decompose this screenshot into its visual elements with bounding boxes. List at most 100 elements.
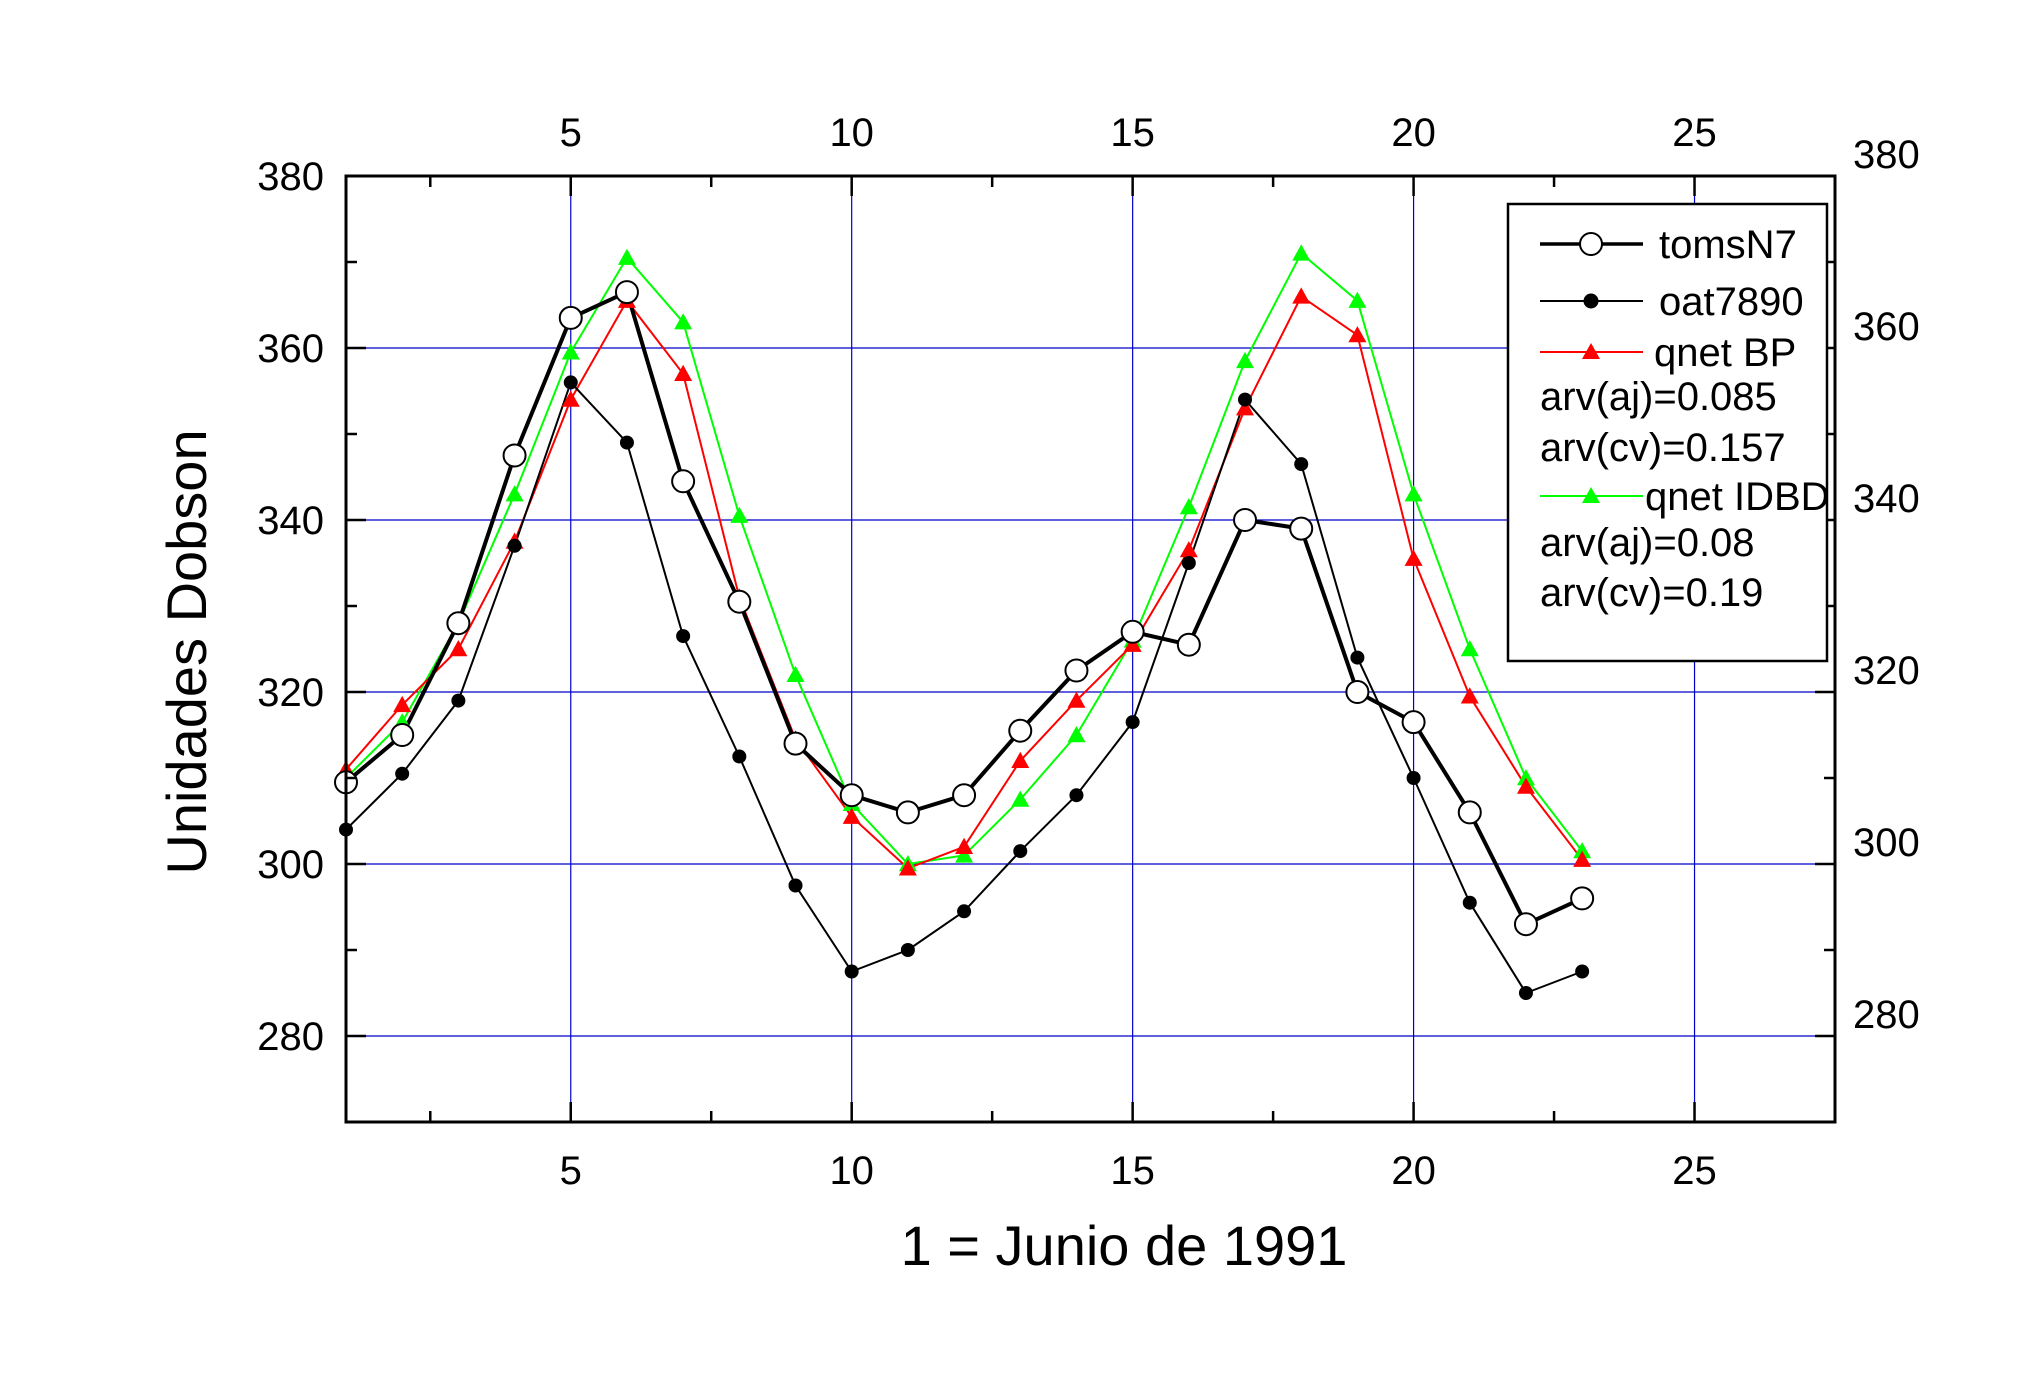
- y-tick-label-right-280: 280: [1853, 993, 1920, 1037]
- x-tick-label-bottom-20: 20: [1391, 1149, 1436, 1193]
- legend-marker-qnet-bp: [1582, 343, 1600, 359]
- point-qnet-idbd-16: [1179, 498, 1198, 515]
- y-tick-label-right-300: 300: [1853, 821, 1920, 865]
- legend-marker-oat7890: [1583, 293, 1599, 309]
- point-qnet-bp-23: [1573, 850, 1592, 867]
- point-qnet-idbd-4: [505, 485, 524, 502]
- y-tick-label-right-380: 380: [1853, 133, 1920, 177]
- x-tick-label-top-15: 15: [1110, 111, 1155, 155]
- point-qnet-idbd-7: [674, 313, 693, 330]
- x-tick-label-bottom-10: 10: [829, 1149, 874, 1193]
- plot-frame: [344, 174, 1837, 1124]
- point-qnet-idbd-13: [1011, 790, 1030, 807]
- point-qnet-bp-13: [1011, 751, 1030, 768]
- point-oat7890-13: [1013, 844, 1028, 859]
- y-tick-label-left-280: 280: [257, 1015, 324, 1059]
- point-oat7890-14: [1069, 788, 1084, 803]
- point-qnet-idbd-23: [1573, 842, 1592, 859]
- x-tick-label-bottom-5: 5: [560, 1149, 582, 1193]
- point-tomsn7-12: [952, 783, 977, 808]
- point-tomsn7-7: [671, 469, 696, 494]
- point-tomsn7-11: [895, 800, 920, 825]
- legend-label-oat7890: oat7890: [1659, 280, 1804, 324]
- legend-stat-bp-aj: arv(aj)=0.085: [1540, 375, 1777, 419]
- point-tomsn7-5: [558, 305, 583, 330]
- point-oat7890-9: [788, 878, 803, 893]
- point-oat7890-7: [676, 629, 691, 644]
- y-tick-label-left-340: 340: [257, 499, 324, 543]
- y-tick-label-left-380: 380: [257, 155, 324, 199]
- point-tomsn7-14: [1064, 658, 1089, 683]
- point-tomsn7-17: [1233, 508, 1258, 532]
- legend-marker-qnet-idbd: [1582, 487, 1600, 503]
- legend-marker-tomsN7: [1579, 232, 1603, 256]
- point-tomsn7-19: [1345, 680, 1370, 704]
- y-tick-label-right-360: 360: [1853, 305, 1920, 349]
- point-tomsn7-23: [1570, 886, 1595, 911]
- point-qnet-bp-5: [561, 390, 580, 407]
- point-oat7890-6: [619, 435, 634, 450]
- point-tomsn7-22: [1513, 912, 1538, 937]
- point-oat7890-5: [563, 375, 578, 390]
- legend: tomsN7 oat7890 qnet BP arv(aj)=0.085 arv…: [1506, 202, 1830, 663]
- point-qnet-idbd-22: [1516, 769, 1535, 786]
- point-tomsn7-3: [446, 611, 471, 636]
- point-oat7890-12: [957, 904, 972, 919]
- legend-stat-idbd-cv: arv(cv)=0.19: [1540, 571, 1763, 615]
- point-qnet-bp-2: [393, 695, 412, 713]
- point-qnet-bp-7: [674, 364, 693, 381]
- point-qnet-bp-11: [898, 859, 917, 876]
- legend-stat-bp-cv: arv(cv)=0.157: [1540, 426, 1786, 470]
- point-qnet-idbd-14: [1067, 726, 1086, 743]
- point-tomsn7-6: [614, 280, 639, 305]
- point-oat7890-3: [451, 693, 466, 708]
- point-oat7890-10: [844, 964, 859, 979]
- point-qnet-idbd-9: [786, 665, 805, 682]
- x-tick-label-top-10: 10: [829, 111, 874, 155]
- point-tomsn7-21: [1457, 800, 1482, 825]
- legend-label-qnet-idbd: qnet IDBD: [1645, 475, 1830, 519]
- legend-stat-idbd-aj: arv(aj)=0.08: [1540, 521, 1755, 565]
- point-qnet-idbd-12: [955, 846, 974, 863]
- point-qnet-bp-19: [1348, 326, 1367, 343]
- point-tomsn7-20: [1401, 710, 1426, 735]
- point-qnet-idbd-20: [1404, 485, 1423, 502]
- point-qnet-bp-12: [955, 837, 974, 854]
- point-qnet-bp-20: [1404, 549, 1423, 566]
- point-oat7890-23: [1575, 964, 1590, 979]
- y-tick-label-right-340: 340: [1853, 477, 1920, 521]
- point-tomsn7-15: [1120, 619, 1145, 644]
- point-oat7890-22: [1518, 986, 1533, 1000]
- point-oat7890-15: [1125, 715, 1140, 730]
- point-oat7890-19: [1350, 650, 1365, 665]
- point-qnet-bp-18: [1292, 287, 1311, 304]
- x-axis-title: 1 = Junio de 1991: [901, 1214, 1348, 1277]
- point-qnet-idbd-5: [561, 343, 580, 360]
- point-oat7890-4: [507, 538, 522, 553]
- x-tick-label-top-25: 25: [1672, 111, 1717, 155]
- point-qnet-bp-21: [1460, 687, 1479, 704]
- ticks: 5 5 10 10 15 15 20 20 25 25 280 280 300 300 320 320 340 3…: [257, 111, 1920, 1193]
- point-tomsn7-9: [783, 731, 808, 756]
- point-qnet-idbd-8: [730, 506, 749, 523]
- point-tomsn7-18: [1289, 516, 1314, 541]
- legend-box: [1506, 202, 1829, 663]
- axes: [344, 174, 1837, 1124]
- point-qnet-idbd-6: [617, 248, 636, 265]
- point-qnet-idbd-19: [1348, 291, 1367, 308]
- point-qnet-bp-14: [1067, 691, 1086, 708]
- point-qnet-bp-22: [1516, 777, 1535, 794]
- y-tick-label-left-300: 300: [257, 843, 324, 887]
- x-tick-label-top-20: 20: [1391, 111, 1436, 155]
- point-tomsn7-8: [727, 589, 752, 614]
- y-axis-title: Unidades Dobson: [155, 429, 218, 874]
- point-oat7890-16: [1181, 556, 1196, 570]
- point-tomsn7-10: [839, 783, 864, 808]
- point-qnet-bp-3: [449, 640, 468, 657]
- point-qnet-idbd-17: [1236, 351, 1255, 369]
- point-tomsn7-13: [1008, 718, 1033, 743]
- point-qnet-bp-10: [842, 807, 861, 824]
- point-tomsn7-2: [390, 723, 415, 747]
- x-tick-label-bottom-15: 15: [1110, 1149, 1155, 1193]
